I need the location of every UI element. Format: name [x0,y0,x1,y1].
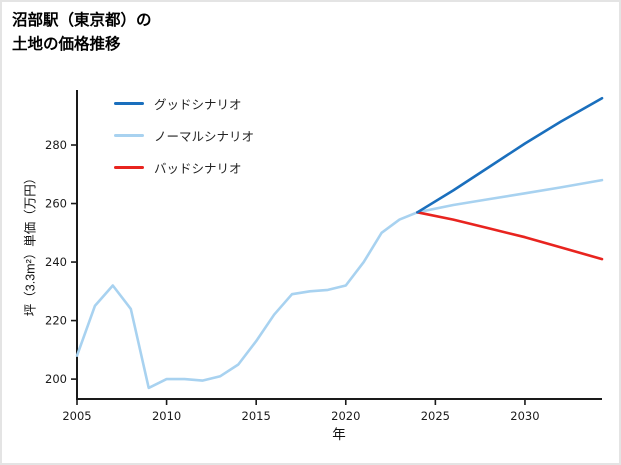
legend-label-bad: バッドシナリオ [154,162,242,176]
x-axis-label: 年 [332,427,346,442]
x-tick-label: 2010 [152,409,181,423]
x-tick-label: 2005 [62,409,91,423]
x-tick-label: 2020 [331,409,360,423]
legend-swatch-bad [114,166,144,169]
x-tick-label: 2025 [421,409,450,423]
legend-swatch-good [114,102,144,105]
legend-swatch-normal [114,134,144,137]
x-tick-label: 2015 [242,409,271,423]
series-good-line [416,96,604,214]
y-tick-label: 220 [45,314,67,328]
y-tick-label: 200 [45,372,67,386]
y-tick-label: 280 [45,138,67,152]
legend-item-normal: ノーマルシナリオ [114,126,254,145]
legend-label-good: グッドシナリオ [154,98,242,112]
chart-title: 沼部駅（東京都）の 土地の価格推移 [12,9,152,57]
legend-item-good: グッドシナリオ [114,94,254,113]
legend-label-normal: ノーマルシナリオ [154,130,255,144]
chart-title-line1: 沼部駅（東京都）の [12,12,152,29]
series-normal-line [75,178,604,390]
legend-item-bad: バッドシナリオ [114,158,254,177]
x-tick-label: 2030 [510,409,539,423]
y-tick-label: 260 [45,197,67,211]
series-bad-line [416,211,604,261]
y-tick-label: 240 [45,255,67,269]
chart-title-line2: 土地の価格推移 [12,36,121,54]
chart-legend: グッドシナリオ ノーマルシナリオ バッドシナリオ [114,94,254,177]
